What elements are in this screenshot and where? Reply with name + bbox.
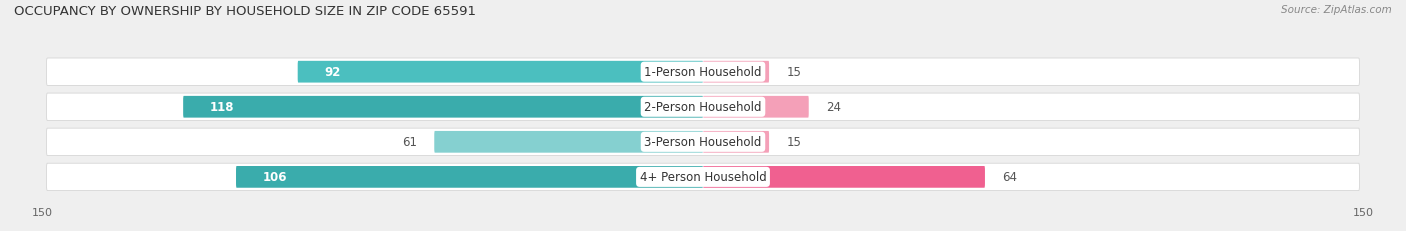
- FancyBboxPatch shape: [183, 97, 703, 118]
- Text: Source: ZipAtlas.com: Source: ZipAtlas.com: [1281, 5, 1392, 15]
- Text: 106: 106: [263, 171, 287, 184]
- FancyBboxPatch shape: [434, 131, 703, 153]
- FancyBboxPatch shape: [703, 97, 808, 118]
- Text: 61: 61: [402, 136, 416, 149]
- FancyBboxPatch shape: [703, 166, 986, 188]
- FancyBboxPatch shape: [236, 166, 703, 188]
- Text: 2-Person Household: 2-Person Household: [644, 101, 762, 114]
- Text: 3-Person Household: 3-Person Household: [644, 136, 762, 149]
- FancyBboxPatch shape: [46, 129, 1360, 156]
- FancyBboxPatch shape: [46, 164, 1360, 191]
- Text: 15: 15: [787, 136, 801, 149]
- FancyBboxPatch shape: [46, 94, 1360, 121]
- Text: 118: 118: [209, 101, 233, 114]
- FancyBboxPatch shape: [298, 61, 703, 83]
- Text: 4+ Person Household: 4+ Person Household: [640, 171, 766, 184]
- Text: 92: 92: [325, 66, 340, 79]
- FancyBboxPatch shape: [46, 59, 1360, 86]
- FancyBboxPatch shape: [703, 61, 769, 83]
- FancyBboxPatch shape: [703, 131, 769, 153]
- Text: 24: 24: [827, 101, 841, 114]
- Text: 1-Person Household: 1-Person Household: [644, 66, 762, 79]
- Text: OCCUPANCY BY OWNERSHIP BY HOUSEHOLD SIZE IN ZIP CODE 65591: OCCUPANCY BY OWNERSHIP BY HOUSEHOLD SIZE…: [14, 5, 477, 18]
- Text: 15: 15: [787, 66, 801, 79]
- Text: 64: 64: [1002, 171, 1018, 184]
